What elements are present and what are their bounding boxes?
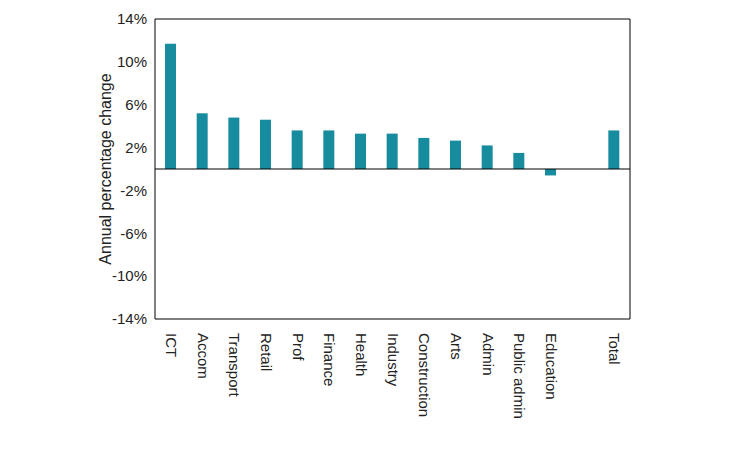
- svg-text:Finance: Finance: [321, 333, 338, 386]
- svg-text:Retail: Retail: [258, 333, 275, 371]
- svg-text:Annual percentage change: Annual percentage change: [97, 73, 114, 264]
- svg-text:10%: 10%: [117, 53, 147, 70]
- svg-text:Industry: Industry: [385, 333, 402, 387]
- svg-text:6%: 6%: [125, 96, 147, 113]
- svg-text:-6%: -6%: [120, 225, 147, 242]
- svg-text:Public admin: Public admin: [511, 333, 528, 419]
- svg-text:-10%: -10%: [112, 267, 147, 284]
- svg-text:Admin: Admin: [480, 333, 497, 376]
- svg-text:Arts: Arts: [448, 333, 465, 360]
- svg-text:-2%: -2%: [120, 182, 147, 199]
- svg-text:Accom: Accom: [195, 333, 212, 379]
- svg-text:Education: Education: [543, 333, 560, 400]
- svg-text:-14%: -14%: [112, 310, 147, 327]
- svg-text:Health: Health: [353, 333, 370, 376]
- svg-text:ICT: ICT: [163, 333, 180, 357]
- svg-text:Transport: Transport: [226, 333, 243, 397]
- svg-text:14%: 14%: [117, 10, 147, 27]
- svg-text:Total: Total: [606, 333, 623, 365]
- svg-text:2%: 2%: [125, 139, 147, 156]
- svg-text:Construction: Construction: [416, 333, 433, 417]
- svg-text:Prof: Prof: [290, 333, 307, 361]
